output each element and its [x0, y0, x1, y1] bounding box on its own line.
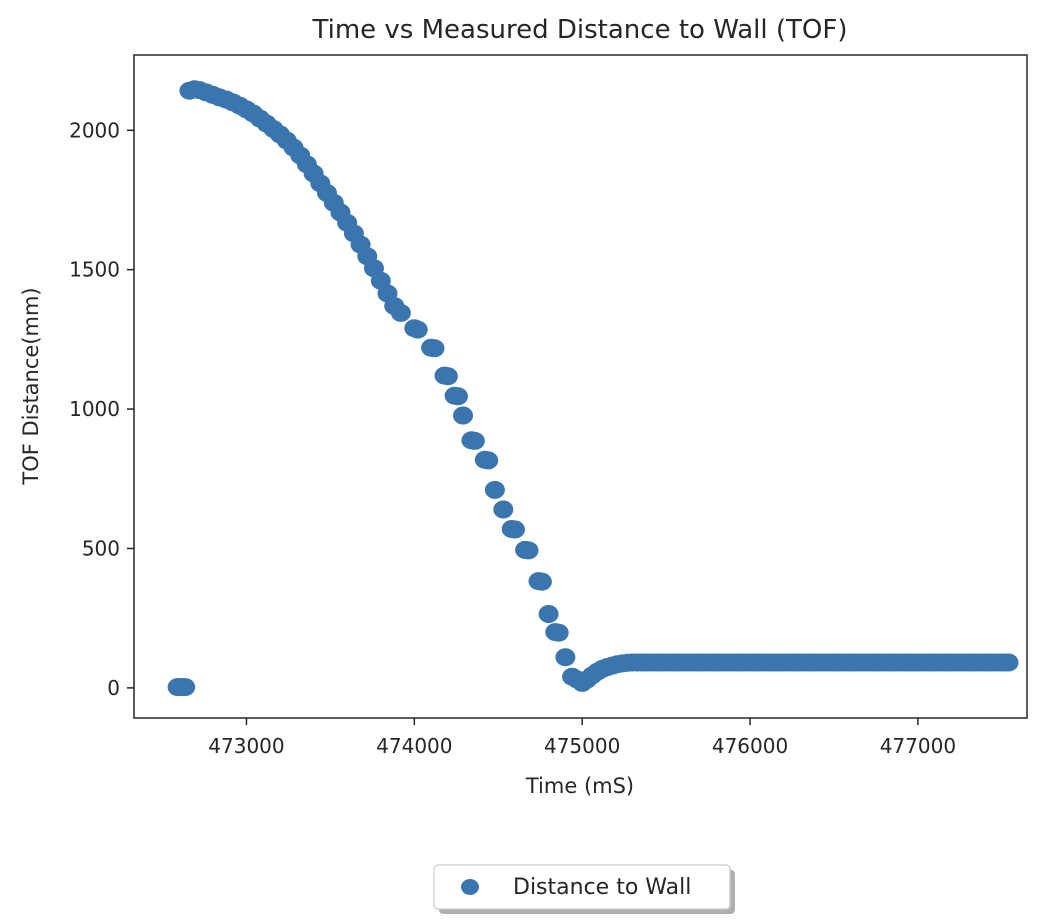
y-axis: 0 500 1000 1500 2000: [69, 118, 134, 700]
y-tick-label: 1000: [69, 397, 120, 421]
y-tick-label: 1500: [69, 258, 120, 282]
data-points: [167, 80, 1019, 697]
y-tick-label: 500: [82, 536, 120, 560]
data-point: [531, 572, 552, 591]
x-tick-label: 476000: [712, 734, 788, 758]
data-point: [998, 653, 1019, 672]
x-axis-label: Time (mS): [525, 774, 634, 798]
x-axis: 473000 474000 475000 476000 477000: [208, 718, 956, 758]
data-point: [548, 623, 569, 642]
y-axis-label: TOF Distance(mm): [19, 287, 43, 485]
x-tick-label: 475000: [544, 734, 620, 758]
data-point: [464, 431, 485, 450]
legend: Distance to Wall: [433, 864, 735, 914]
data-point: [448, 387, 468, 406]
data-point: [478, 451, 499, 470]
legend-label: Distance to Wall: [513, 875, 691, 900]
data-point: [175, 678, 196, 697]
x-tick-label: 473000: [208, 734, 284, 758]
y-tick-label: 2000: [69, 118, 120, 142]
data-point: [555, 648, 576, 667]
data-point: [437, 367, 458, 386]
legend-box: [433, 864, 731, 910]
data-point: [518, 541, 539, 560]
x-tick-label: 477000: [880, 734, 956, 758]
legend-marker: [461, 879, 479, 895]
chart-title: Time vs Measured Distance to Wall (TOF): [312, 15, 848, 45]
data-point: [407, 320, 428, 339]
data-point: [538, 605, 559, 623]
data-point: [493, 500, 514, 519]
x-tick-label: 474000: [376, 734, 452, 758]
y-tick-label: 0: [107, 676, 120, 700]
data-point: [424, 339, 445, 358]
data-point: [505, 520, 525, 539]
data-point: [484, 480, 505, 499]
data-point: [390, 303, 411, 322]
plot-frame: [133, 54, 1028, 719]
data-point: [453, 406, 473, 425]
